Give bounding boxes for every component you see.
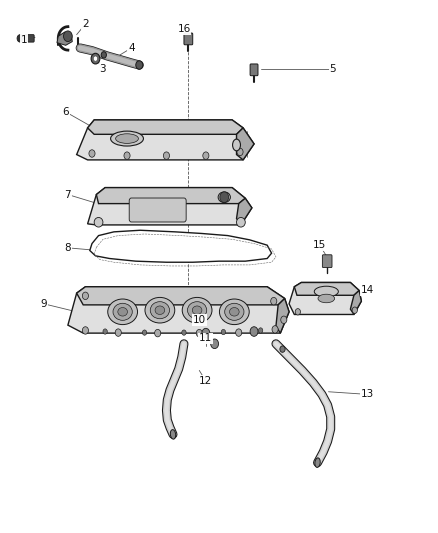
Circle shape (155, 329, 161, 337)
FancyBboxPatch shape (322, 255, 332, 268)
Ellipse shape (108, 299, 138, 325)
Text: 6: 6 (62, 107, 69, 117)
Circle shape (103, 329, 107, 334)
Text: 9: 9 (40, 299, 47, 309)
Text: 13: 13 (361, 390, 374, 399)
Circle shape (82, 292, 88, 300)
Polygon shape (68, 287, 289, 333)
Ellipse shape (187, 302, 207, 319)
Circle shape (211, 339, 219, 349)
Circle shape (295, 309, 300, 315)
Circle shape (182, 330, 186, 335)
FancyBboxPatch shape (250, 64, 258, 76)
Ellipse shape (233, 139, 240, 151)
Circle shape (220, 192, 229, 203)
Circle shape (64, 31, 72, 42)
Circle shape (17, 35, 23, 42)
FancyBboxPatch shape (129, 198, 186, 222)
Circle shape (221, 329, 226, 335)
Ellipse shape (93, 56, 98, 61)
Text: 8: 8 (64, 243, 71, 253)
Text: 5: 5 (329, 64, 336, 74)
Circle shape (271, 297, 277, 305)
Circle shape (142, 330, 147, 335)
Ellipse shape (182, 297, 212, 323)
Text: 10: 10 (193, 315, 206, 325)
Circle shape (202, 328, 210, 338)
Polygon shape (276, 298, 289, 333)
Polygon shape (77, 120, 254, 160)
Ellipse shape (101, 52, 106, 58)
FancyBboxPatch shape (25, 35, 34, 42)
Circle shape (272, 326, 278, 333)
Circle shape (250, 327, 258, 336)
Ellipse shape (110, 131, 143, 146)
Polygon shape (88, 188, 252, 225)
Ellipse shape (155, 306, 165, 314)
Polygon shape (88, 120, 243, 134)
Polygon shape (96, 188, 245, 204)
Polygon shape (237, 198, 252, 225)
Polygon shape (350, 290, 361, 314)
FancyBboxPatch shape (184, 33, 193, 45)
Polygon shape (294, 282, 359, 295)
Circle shape (203, 152, 209, 159)
Circle shape (258, 328, 263, 333)
Ellipse shape (230, 308, 239, 316)
Text: 16: 16 (177, 25, 191, 34)
Ellipse shape (225, 303, 244, 320)
Circle shape (237, 148, 243, 156)
Ellipse shape (315, 458, 320, 467)
Circle shape (115, 329, 121, 336)
Text: 15: 15 (313, 240, 326, 250)
Ellipse shape (113, 303, 132, 320)
Ellipse shape (237, 217, 245, 227)
Ellipse shape (118, 308, 127, 316)
Circle shape (89, 150, 95, 157)
Circle shape (163, 152, 170, 159)
Text: 3: 3 (99, 64, 106, 74)
Circle shape (281, 316, 287, 324)
Text: 2: 2 (82, 19, 89, 29)
Circle shape (352, 307, 357, 313)
Ellipse shape (219, 299, 249, 325)
Ellipse shape (170, 430, 176, 439)
Circle shape (236, 329, 242, 336)
Polygon shape (237, 128, 254, 160)
Ellipse shape (94, 217, 103, 227)
Circle shape (82, 327, 88, 334)
Polygon shape (77, 287, 285, 305)
Text: 11: 11 (199, 334, 212, 343)
Circle shape (196, 329, 202, 337)
Text: 12: 12 (199, 376, 212, 386)
Text: 14: 14 (361, 286, 374, 295)
Ellipse shape (280, 346, 285, 352)
Text: 1: 1 (21, 35, 28, 45)
Polygon shape (289, 282, 361, 314)
Polygon shape (57, 32, 72, 45)
Ellipse shape (145, 297, 175, 323)
Text: 7: 7 (64, 190, 71, 199)
Ellipse shape (150, 302, 170, 319)
Polygon shape (90, 230, 272, 262)
Ellipse shape (314, 286, 338, 297)
Ellipse shape (192, 306, 202, 314)
Ellipse shape (91, 53, 100, 64)
Ellipse shape (136, 61, 143, 69)
Ellipse shape (116, 134, 138, 143)
Ellipse shape (318, 294, 335, 303)
Circle shape (124, 152, 130, 159)
Text: 4: 4 (128, 43, 135, 53)
Ellipse shape (218, 192, 230, 203)
